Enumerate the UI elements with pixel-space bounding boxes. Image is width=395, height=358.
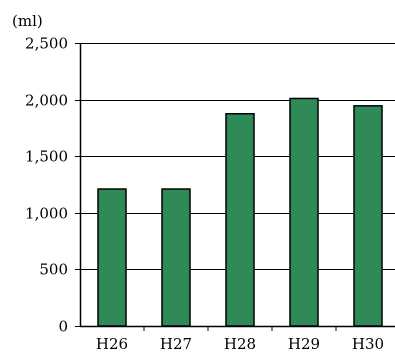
y-tick-labels: 0 500 1,000 1,500 2,000 2,500 [25,35,68,336]
y-tick-label-2: 1,000 [25,205,68,223]
x-tick-label-H26: H26 [96,335,128,353]
x-tick-label-H27: H27 [160,335,192,353]
x-tick-label-H28: H28 [224,335,256,353]
y-tick-label-5: 2,500 [25,35,68,53]
axes [75,43,395,331]
bars [97,97,383,327]
x-tick-label-H30: H30 [352,335,384,353]
bar-H28 [225,113,255,327]
x-tick-labels: H26 H27 H28 H29 H30 [96,335,384,353]
y-tick-label-3: 1,500 [25,148,68,166]
bar-H27 [161,188,191,327]
y-tick-label-4: 2,000 [25,92,68,110]
y-tick-label-0: 0 [58,318,68,336]
x-tick-label-H29: H29 [288,335,320,353]
bar-H26 [97,188,127,327]
bar-H29 [289,97,319,327]
y-tick-label-1: 500 [39,261,68,279]
y-axis-unit-label: (ml) [12,12,43,30]
bar-H30 [353,105,383,327]
